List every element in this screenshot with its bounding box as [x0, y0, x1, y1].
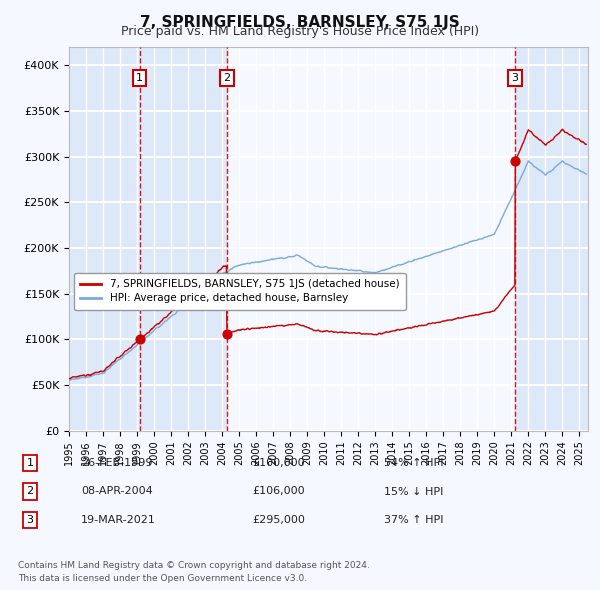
Text: £100,000: £100,000: [252, 458, 305, 468]
Text: £106,000: £106,000: [252, 487, 305, 496]
Text: 15% ↓ HPI: 15% ↓ HPI: [384, 487, 443, 496]
Bar: [69, 47, 140, 431]
Legend: 7, SPRINGFIELDS, BARNSLEY, S75 1JS (detached house), HPI: Average price, detache: 7, SPRINGFIELDS, BARNSLEY, S75 1JS (deta…: [74, 273, 406, 310]
Text: Contains HM Land Registry data © Crown copyright and database right 2024.
This d: Contains HM Land Registry data © Crown c…: [18, 562, 370, 583]
Text: 2: 2: [26, 487, 34, 496]
Text: 7, SPRINGFIELDS, BARNSLEY, S75 1JS: 7, SPRINGFIELDS, BARNSLEY, S75 1JS: [140, 15, 460, 30]
Point: [135, 335, 145, 344]
Text: 1: 1: [26, 458, 34, 468]
Text: 19-MAR-2021: 19-MAR-2021: [81, 516, 156, 525]
Bar: [140, 47, 227, 431]
Point: [511, 156, 520, 166]
Point: [222, 329, 232, 339]
Text: Price paid vs. HM Land Registry's House Price Index (HPI): Price paid vs. HM Land Registry's House …: [121, 25, 479, 38]
Bar: [515, 47, 588, 431]
Text: £295,000: £295,000: [252, 516, 305, 525]
Text: 3: 3: [26, 516, 34, 525]
Bar: [227, 47, 515, 431]
Text: 08-APR-2004: 08-APR-2004: [81, 487, 153, 496]
Text: 26-FEB-1999: 26-FEB-1999: [81, 458, 152, 468]
Text: 2: 2: [223, 73, 230, 83]
Text: 3: 3: [512, 73, 518, 83]
Text: 1: 1: [136, 73, 143, 83]
Text: 37% ↑ HPI: 37% ↑ HPI: [384, 516, 443, 525]
Text: 54% ↑ HPI: 54% ↑ HPI: [384, 458, 443, 468]
